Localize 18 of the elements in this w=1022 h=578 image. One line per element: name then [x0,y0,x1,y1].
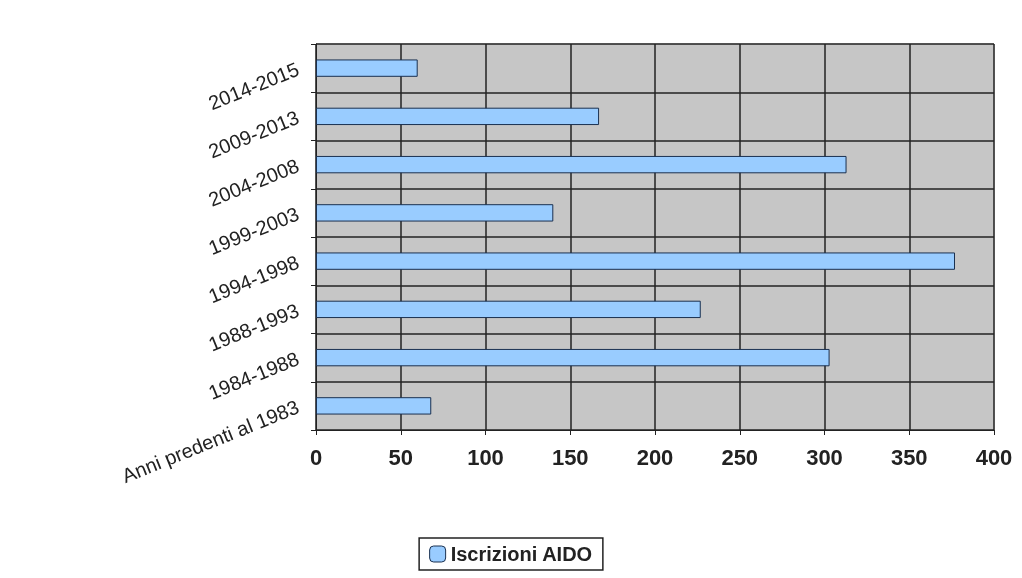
x-tick-label: 0 [309,444,323,470]
bar [316,397,432,415]
legend-label: Iscrizioni AIDO [450,543,593,565]
bar [316,107,600,126]
x-tick-label: 150 [551,444,589,470]
bar [316,155,847,174]
bar [316,204,554,222]
x-tick-label: 100 [467,444,504,470]
x-tick-label: 350 [890,444,928,470]
bar [316,59,418,77]
x-tick-label: 250 [721,444,759,470]
bar [316,348,830,367]
x-tick-label: 300 [806,444,843,470]
x-tick-label: 400 [975,444,1013,470]
x-tick-label: 50 [388,444,413,470]
bar [316,252,956,270]
bar [316,300,701,319]
x-tick-label: 200 [636,444,674,470]
